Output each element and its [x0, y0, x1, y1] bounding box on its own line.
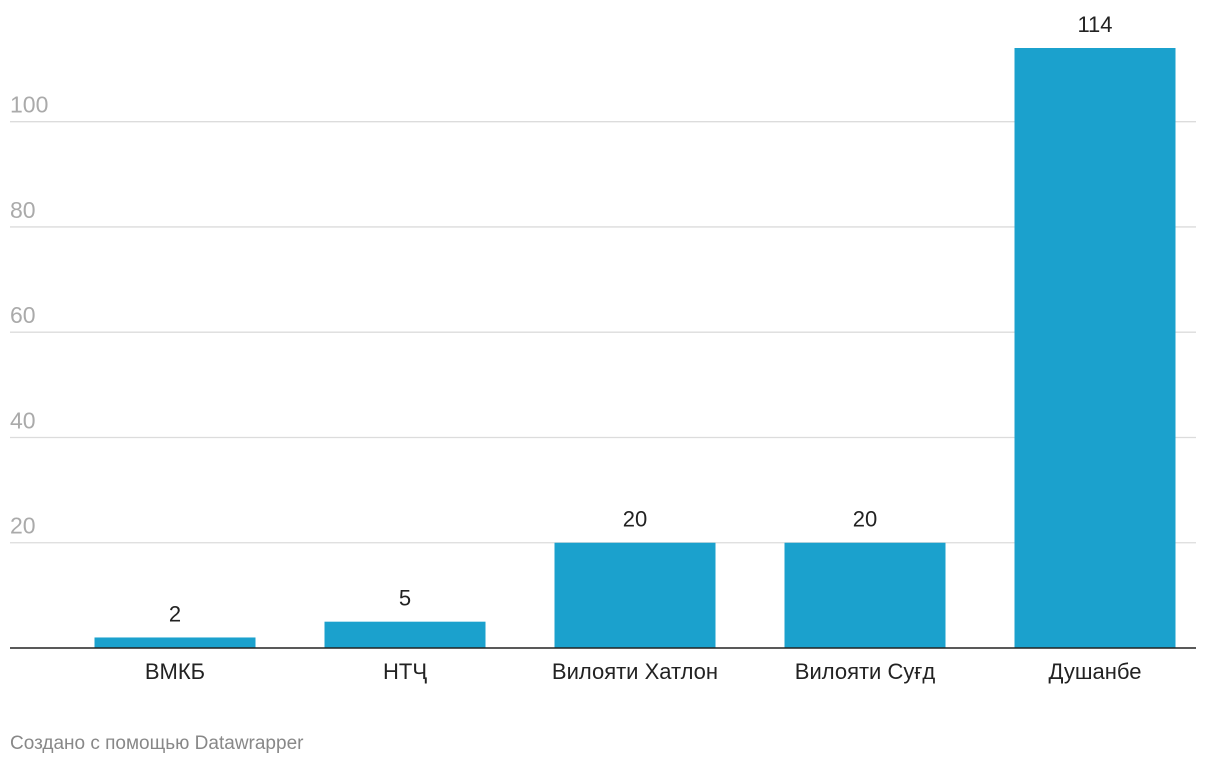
data-label: 20: [623, 507, 647, 532]
x-tick-label: ВМКБ: [145, 659, 205, 684]
data-label: 2: [169, 601, 181, 626]
x-axis: ВМКБ НТҶ Вилояти Хатлон Вилояти Суғд Душанбе: [10, 647, 1196, 684]
data-label: 5: [399, 586, 411, 611]
x-tick-label: Душанбе: [1048, 659, 1141, 684]
value-labels: 2 5 20 20 114: [169, 12, 1113, 626]
bar: [324, 621, 486, 648]
data-label: 114: [1077, 12, 1112, 37]
bar: [1014, 48, 1176, 648]
y-tick-label: 80: [10, 197, 36, 223]
bar: [94, 637, 256, 648]
footer-credit: Создано с помощью Datawrapper: [10, 733, 304, 754]
x-tick-label: Вилояти Суғд: [795, 659, 936, 684]
y-tick-label: 60: [10, 302, 36, 328]
y-tick-label: 20: [10, 513, 36, 539]
bar: [784, 542, 946, 648]
x-tick-label: Вилояти Хатлон: [552, 659, 718, 684]
x-tick-label: НТҶ: [383, 659, 427, 684]
bar: [554, 542, 716, 648]
bar-chart: 20 40 60 80 100 2 5 20 20 114 ВМКБ НТҶ Вилояти Хат…: [10, 12, 1196, 684]
y-tick-label: 40: [10, 407, 36, 433]
gridlines: 20 40 60 80 100: [10, 92, 1196, 544]
bars: [94, 48, 1176, 648]
y-tick-label: 100: [10, 92, 48, 118]
data-label: 20: [853, 507, 877, 532]
